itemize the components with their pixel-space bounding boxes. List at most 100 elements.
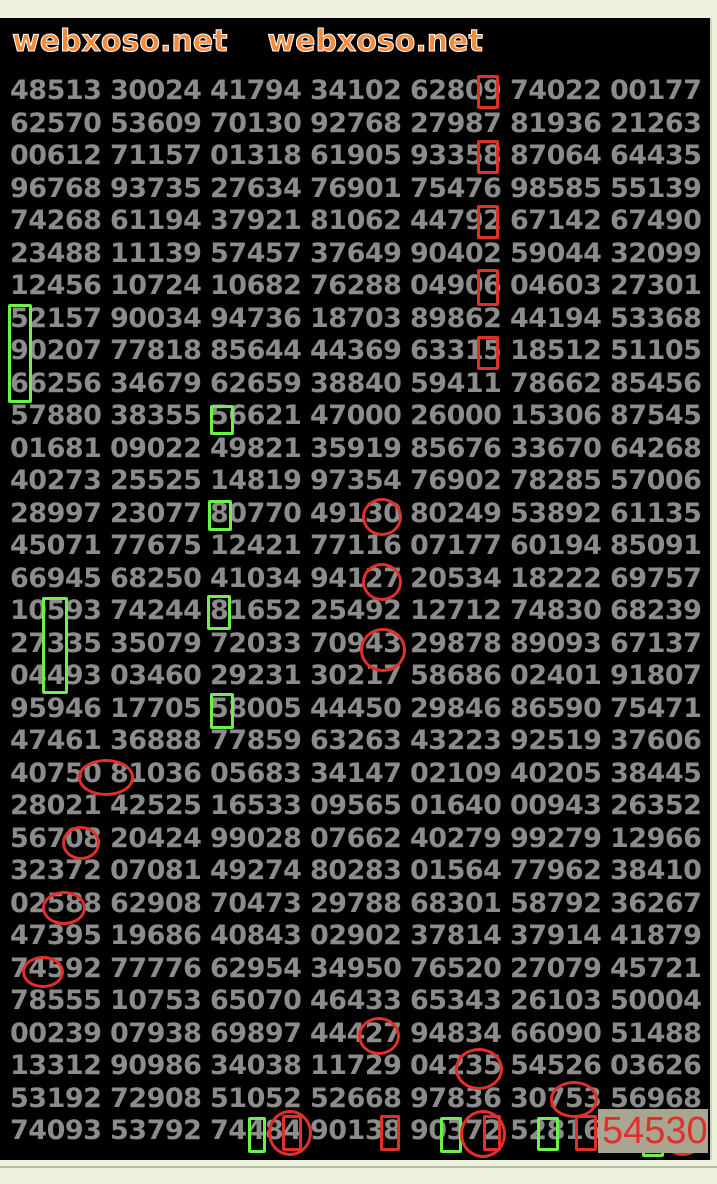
number-cell: 37606 [610, 725, 702, 756]
number-cell: 35079 [110, 627, 202, 659]
number-cell: 65343 [410, 985, 502, 1016]
green-box-mark [208, 500, 232, 531]
grid-row: 27335 35079 72033 70943 29878 89093 67137 [10, 628, 710, 661]
grid-row: 95946 17705 58005 44450 29846 86590 75471 [10, 693, 710, 726]
number-cell: 04603 [510, 270, 602, 301]
number-cell: 56968 [610, 1082, 702, 1114]
grid-row: 28021 42525 16533 09565 01640 00943 26352 [10, 790, 710, 823]
number-cell: 44369 [310, 335, 402, 366]
number-cell: 50004 [610, 985, 702, 1016]
red-box-mark [575, 1114, 597, 1151]
grid-row: 10593 74244 81652 25492 12712 74830 68239 [10, 595, 710, 628]
red-circle-mark [78, 759, 134, 796]
number-cell: 14819 [210, 465, 302, 496]
number-cell: 55139 [610, 172, 702, 204]
grid-row: 74268 61194 37921 81062 44792 67142 67490 [10, 205, 710, 238]
number-cell: 61194 [110, 205, 202, 236]
number-cell: 68250 [110, 562, 202, 594]
number-cell: 32099 [610, 237, 702, 269]
number-cell: 51488 [610, 1017, 702, 1049]
number-cell: 68239 [610, 595, 702, 626]
number-cell: 80249 [410, 497, 502, 529]
number-cell: 53609 [110, 107, 202, 139]
number-cell: 25492 [310, 595, 402, 626]
number-cell: 80283 [310, 855, 402, 886]
number-cell: 18512 [510, 335, 602, 366]
number-cell: 86590 [510, 692, 602, 724]
number-cell: 97354 [310, 465, 402, 496]
grid-row: 62570 53609 70130 92768 27987 81936 21263 [10, 108, 710, 141]
number-cell: 63263 [310, 725, 402, 756]
number-cell: 40843 [210, 920, 302, 951]
number-cell: 85644 [210, 335, 302, 366]
number-cell: 36888 [110, 725, 202, 756]
number-cell: 89862 [410, 302, 502, 334]
number-cell: 89093 [510, 627, 602, 659]
number-cell: 93358 [410, 140, 502, 171]
red-circle-mark [550, 1081, 598, 1118]
number-cell: 62659 [210, 367, 302, 399]
grid-row: 13312 90986 34038 11729 04235 54526 03626 [10, 1050, 710, 1083]
number-cell: 66945 [10, 562, 102, 594]
number-cell: 02401 [510, 660, 602, 691]
number-cell: 65070 [210, 985, 302, 1016]
number-cell: 38410 [610, 855, 702, 886]
number-cell: 42525 [110, 790, 202, 821]
number-cell: 44450 [310, 692, 402, 724]
number-cell: 16533 [210, 790, 302, 821]
number-cell: 67142 [510, 205, 602, 236]
number-cell: 59411 [410, 367, 502, 399]
grid-row: 56708 20424 99028 07662 40279 99279 12966 [10, 823, 710, 856]
red-circle-mark [360, 627, 406, 672]
number-cell: 81936 [510, 107, 602, 139]
number-cell: 00177 [610, 75, 702, 106]
number-cell: 77116 [310, 530, 402, 561]
grid-row: 32372 07081 49274 80283 01564 77962 38410 [10, 855, 710, 888]
number-cell: 68301 [410, 887, 502, 919]
number-cell: 07177 [410, 530, 502, 561]
number-cell: 45071 [10, 530, 102, 561]
number-cell: 38445 [610, 757, 702, 789]
green-box-mark [210, 404, 234, 436]
grid-row: 66945 68250 41034 94127 20534 18222 69757 [10, 563, 710, 596]
number-cell: 32372 [10, 855, 102, 886]
green-box-mark [248, 1116, 266, 1153]
number-cell: 75476 [410, 172, 502, 204]
number-cell: 26103 [510, 985, 602, 1016]
number-cell: 58792 [510, 887, 602, 919]
green-box-mark [440, 1116, 462, 1153]
number-cell: 52157 [10, 302, 102, 334]
number-cell: 11729 [310, 1050, 402, 1081]
number-cell: 01318 [210, 140, 302, 171]
number-cell: 57457 [210, 237, 302, 269]
number-cell: 37814 [410, 920, 502, 951]
number-cell: 27301 [610, 270, 702, 301]
grid-row: 00612 71157 01318 61905 93358 87064 64435 [10, 140, 710, 173]
number-cell: 12712 [410, 595, 502, 626]
number-cell: 27634 [210, 172, 302, 204]
number-cell: 23488 [10, 237, 102, 269]
number-cell: 64435 [610, 140, 702, 171]
red-circle-mark [62, 826, 100, 861]
grid-row: 01681 09022 49821 35919 85676 33670 64268 [10, 433, 710, 466]
number-cell: 37914 [510, 920, 602, 951]
red-circle-mark [358, 1016, 400, 1055]
grid-row: 02588 62908 70473 29788 68301 58792 36267 [10, 888, 710, 921]
number-cell: 62908 [110, 887, 202, 919]
grid-row: 66256 34679 62659 38840 59411 78662 85456 [10, 368, 710, 401]
number-cell: 29846 [410, 692, 502, 724]
red-circle-mark [362, 498, 402, 537]
number-cell: 85676 [410, 432, 502, 464]
number-cell: 76288 [310, 270, 402, 301]
number-cell: 10753 [110, 985, 202, 1016]
number-cell: 63315 [410, 335, 502, 366]
number-cell: 92519 [510, 725, 602, 756]
number-cell: 57880 [10, 400, 102, 431]
number-cell: 40273 [10, 465, 102, 496]
number-cell: 02109 [410, 757, 502, 789]
number-cell: 05683 [210, 757, 302, 789]
red-circle-mark [268, 1110, 312, 1156]
number-cell: 41794 [210, 75, 302, 106]
grid-row: 28997 23077 80770 49130 80249 53892 61135 [10, 498, 710, 531]
number-cell: 26352 [610, 790, 702, 821]
